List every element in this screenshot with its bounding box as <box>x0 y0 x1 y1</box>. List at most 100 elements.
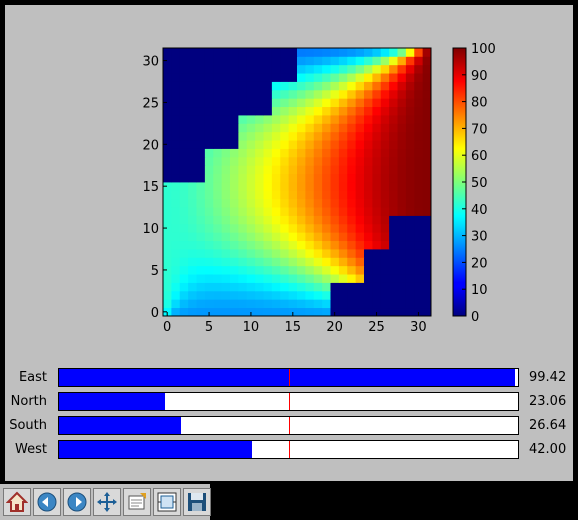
heatmap-cell <box>322 198 331 208</box>
heatmap-cell <box>171 81 181 91</box>
heatmap-cell <box>380 48 390 57</box>
heatmap-cell <box>364 98 373 108</box>
heatmap-cell <box>171 240 181 250</box>
heatmap-cell <box>221 98 231 108</box>
heatmap-cell <box>355 215 365 225</box>
slider-fill[interactable] <box>59 417 182 434</box>
heatmap-cell <box>255 81 264 91</box>
heatmap-cell <box>179 173 189 183</box>
heatmap-cell <box>238 290 248 300</box>
heatmap-cell <box>372 98 382 108</box>
forward-button[interactable] <box>63 488 91 516</box>
heatmap-cell <box>338 198 348 208</box>
heatmap-cell <box>355 98 365 108</box>
heatmap-cell <box>255 290 264 300</box>
heatmap-cell <box>347 123 357 133</box>
heatmap-cell <box>364 148 373 158</box>
heatmap-cell <box>280 173 290 183</box>
zoom-rect-icon <box>128 493 146 510</box>
slider-fill[interactable] <box>59 441 252 458</box>
zoom-button[interactable] <box>123 488 151 516</box>
heatmap-cell <box>414 106 424 116</box>
heatmap-cell <box>397 274 407 283</box>
slider-east[interactable] <box>58 368 519 387</box>
slider-fill[interactable] <box>59 369 516 386</box>
heatmap-cell <box>213 115 223 124</box>
heatmap-cell <box>221 299 231 309</box>
slider-west[interactable] <box>58 440 519 459</box>
heatmap-cell <box>380 257 390 267</box>
heatmap-cell <box>188 98 197 108</box>
heatmap-cell <box>213 198 223 208</box>
heatmap-cell <box>163 165 172 175</box>
heatmap-cell <box>288 73 298 82</box>
heatmap-cell <box>297 115 306 124</box>
save-button[interactable] <box>183 488 211 516</box>
heatmap-cell <box>263 257 273 267</box>
heatmap-cell <box>221 198 231 208</box>
heatmap-cell <box>238 182 248 191</box>
heatmap-cell <box>405 257 415 267</box>
heatmap-cell <box>389 257 398 267</box>
heatmap-cell <box>255 64 264 74</box>
heatmap-cell <box>305 190 315 200</box>
heatmap-cell <box>397 123 407 133</box>
heatmap-cell <box>271 173 281 183</box>
heatmap-cell <box>355 190 365 200</box>
heatmap-cell <box>380 89 390 99</box>
heatmap-cell <box>347 131 357 141</box>
heatmap-cell <box>213 89 223 99</box>
heatmap-cell <box>422 148 432 158</box>
heatmap-cell <box>422 249 432 258</box>
heatmap-cell <box>297 48 306 57</box>
heatmap-cell <box>322 240 331 250</box>
home-button[interactable] <box>3 488 31 516</box>
heatmap-cell <box>263 64 273 74</box>
heatmap-cell <box>330 115 340 124</box>
figure-canvas[interactable]: 0 5 10 15 20 25 30 0 5 10 15 20 25 30 0 10 20 30 40 50 60 70… <box>5 5 573 481</box>
heatmap-cell <box>163 232 172 242</box>
heatmap-cell <box>322 190 331 200</box>
heatmap-cell <box>171 232 181 242</box>
heatmap-cell <box>405 156 415 166</box>
heatmap-cell <box>280 98 290 108</box>
heatmap-cell <box>213 56 223 66</box>
heatmap-cell <box>305 156 315 166</box>
pan-button[interactable] <box>93 488 121 516</box>
heatmap-cell <box>288 98 298 108</box>
heatmap-cell <box>313 81 323 91</box>
x-tick-label: 5 <box>205 320 213 335</box>
heatmap-cell <box>355 274 365 283</box>
heatmap-cell <box>288 282 298 292</box>
heatmap-cell <box>355 249 365 258</box>
slider-north[interactable] <box>58 392 519 411</box>
heatmap-cell <box>246 106 256 116</box>
heatmap-cell <box>171 98 181 108</box>
heatmap-cell <box>372 64 382 74</box>
heatmap-cell <box>255 207 264 216</box>
heatmap-cell <box>163 215 172 225</box>
heatmap-cell <box>347 265 357 275</box>
heatmap-cell <box>188 165 197 175</box>
heatmap-cell <box>271 257 281 267</box>
back-button[interactable] <box>33 488 61 516</box>
heatmap-cell <box>355 106 365 116</box>
heatmap-cell <box>414 182 424 191</box>
x-tick-label: 20 <box>326 320 343 335</box>
heatmap-cell <box>171 106 181 116</box>
heatmap-cell <box>405 165 415 175</box>
heatmap-cell <box>380 73 390 82</box>
heatmap-chart[interactable]: 0 5 10 15 20 25 30 0 5 10 15 20 25 30 0 10 20 30 40 50 60 70… <box>5 5 573 365</box>
heatmap-cell <box>338 307 348 317</box>
heatmap-cell <box>405 48 415 57</box>
heatmap-cell <box>313 98 323 108</box>
subplots-button[interactable] <box>153 488 181 516</box>
heatmap-cell <box>322 115 331 124</box>
slider-south[interactable] <box>58 416 519 435</box>
heatmap-cell <box>313 56 323 66</box>
heatmap-cell <box>297 89 306 99</box>
heatmap-cell <box>163 265 172 275</box>
heatmap-cell <box>414 64 424 74</box>
heatmap-cell <box>347 198 357 208</box>
slider-fill[interactable] <box>59 393 165 410</box>
